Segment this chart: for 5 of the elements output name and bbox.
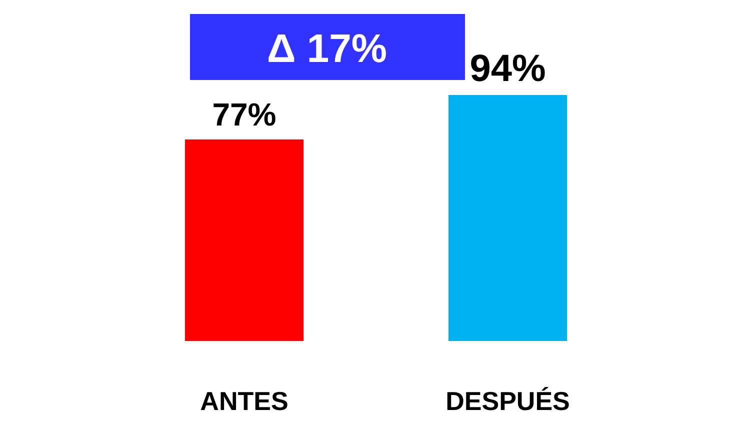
x-tick-label: DESPUÉS	[446, 386, 570, 416]
x-tick-label: ANTES	[200, 386, 288, 416]
data-label: 94%	[470, 48, 546, 90]
text: Δ 17%	[267, 27, 387, 71]
data-label: 77%	[212, 96, 276, 132]
